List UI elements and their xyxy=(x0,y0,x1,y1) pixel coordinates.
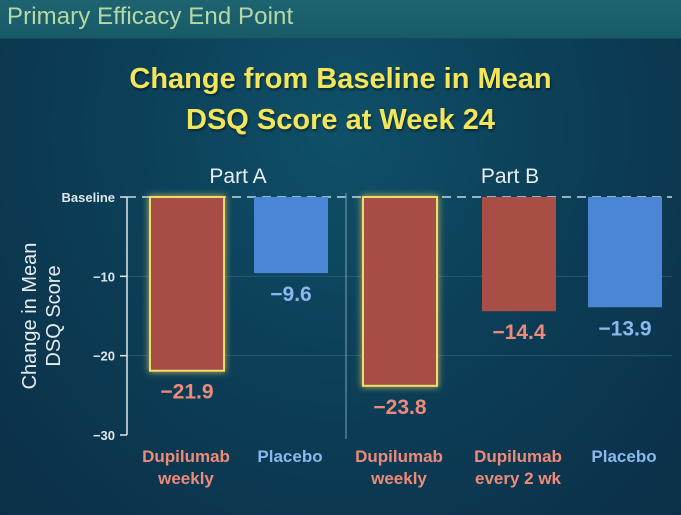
bar-dupilumab[interactable] xyxy=(149,196,225,372)
category-label: Placebo xyxy=(591,447,656,466)
bar-placebo[interactable] xyxy=(588,197,662,308)
slide-header-title: Primary Efficacy End Point xyxy=(7,3,294,30)
bar-dupilumab[interactable] xyxy=(482,197,556,312)
category-label: every 2 wk xyxy=(475,469,562,488)
chart-title-line-2: DSQ Score at Week 24 xyxy=(186,104,495,136)
bar-placebo[interactable] xyxy=(254,197,328,274)
value-label: −14.4 xyxy=(492,321,545,344)
value-label: −21.9 xyxy=(160,381,213,404)
category-label: weekly xyxy=(157,469,214,488)
y-tick-label: −20 xyxy=(93,349,115,364)
bars xyxy=(149,196,662,387)
y-tick-label: Baseline xyxy=(62,190,115,205)
category-label: Dupilumab xyxy=(474,447,562,466)
y-tick-label: −10 xyxy=(93,269,115,284)
chart-title-line-1: Change from Baseline in Mean xyxy=(129,63,552,95)
category-label: Placebo xyxy=(257,447,322,466)
bar-dupilumab[interactable] xyxy=(362,196,438,387)
value-label: −13.9 xyxy=(598,317,651,340)
category-label: weekly xyxy=(370,469,427,488)
y-axis-label: DSQ Score xyxy=(43,265,65,366)
y-axis-label: Change in Mean xyxy=(19,243,41,390)
category-label: Dupilumab xyxy=(355,447,443,466)
value-label: −9.6 xyxy=(270,283,311,306)
y-axis: Baseline −10 −20 −30 Change in Mean DSQ Score xyxy=(19,190,128,443)
category-label: Dupilumab xyxy=(142,447,230,466)
group-label-part-a: Part A xyxy=(209,165,266,188)
group-label-part-b: Part B xyxy=(481,165,539,188)
slide-header: Primary Efficacy End Point xyxy=(0,0,681,39)
y-tick-label: −30 xyxy=(93,428,115,443)
labels: Part A Part B −21.9 Dupilumab weekly −9.6 Plac… xyxy=(142,165,657,488)
value-label: −23.8 xyxy=(373,396,426,419)
